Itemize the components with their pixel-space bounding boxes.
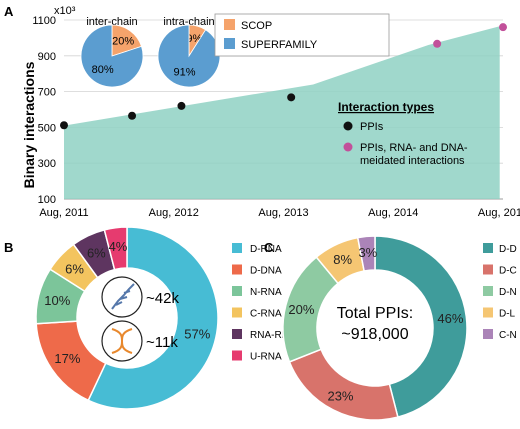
donut-c-slice-label: 46%: [437, 311, 463, 326]
panel-a-letter: A: [4, 4, 14, 19]
legend-c-label: D-C: [499, 266, 517, 277]
donut-c-slice: [374, 235, 468, 419]
donut-b-slice-label: 10%: [44, 293, 70, 308]
legend-c-swatch: [483, 286, 493, 296]
data-points: [60, 23, 507, 130]
donut-b-slice: [87, 226, 219, 410]
data-point: [499, 23, 507, 32]
data-point: [128, 111, 137, 120]
rna-count: ~42k: [146, 290, 179, 307]
legend-b-swatch: [232, 307, 242, 318]
total-ppis-value: ~918,000: [341, 326, 408, 343]
legend-c-label: D-D: [499, 244, 517, 255]
legend-b-swatch: [232, 329, 242, 339]
panel-b: B 57%17%10%6%6% 4% ~42k ~11k D-RNAD-DNAN-…: [4, 226, 296, 410]
inset-pie-label: 91%: [174, 66, 196, 78]
scop-swatch: [224, 19, 235, 30]
legend-c-label: C-N: [499, 330, 517, 341]
y-multiplier: x10³: [54, 5, 76, 17]
inset-pie-label: 20%: [112, 36, 134, 48]
legend-b-label: N-RNA: [250, 287, 282, 298]
donut-c-slice: [288, 348, 399, 421]
x-tick-label: Aug, 2011: [39, 207, 88, 219]
legend-b-label: RNA-RNA: [250, 330, 296, 341]
inset-legend-box: [214, 13, 390, 57]
x-tick-label: Aug, 2013: [258, 207, 308, 219]
donut-b-slice-label: 6%: [65, 261, 84, 276]
donut-c-slice-label: 3%: [358, 245, 377, 260]
superfamily-label: SUPERFAMILY: [241, 39, 318, 51]
ppi-rna-dna-marker: [343, 142, 353, 152]
legend-c-swatch: [483, 307, 493, 318]
donut-c-slice-label: 8%: [333, 252, 352, 267]
donut-c-slice-label: 20%: [288, 302, 314, 317]
y-tick-label: 700: [38, 87, 56, 99]
panel-c: C 46% 23% 20% 8% 3% Total PPIs: ~918,000 D-D…: [264, 235, 517, 421]
legend-b-swatch: [232, 243, 242, 253]
total-ppis-label: Total PPIs:: [337, 305, 413, 322]
panel-b-letter: B: [4, 240, 13, 255]
ppi-marker: [343, 121, 353, 131]
data-point: [287, 93, 296, 102]
center-icons: ~42k ~11k: [101, 276, 179, 362]
scop-label: SCOP: [241, 20, 272, 32]
inset-pie-title: inter-chain: [86, 16, 137, 28]
area-fill: [64, 26, 500, 199]
panel-c-letter: C: [264, 240, 274, 255]
data-point: [433, 39, 442, 48]
legend-title: Interaction types: [338, 100, 434, 114]
legend-c-swatch: [483, 264, 493, 275]
data-point: [60, 121, 68, 130]
donut-b: 57%17%10%6%6% 4%: [35, 226, 219, 410]
legend-b-label: U-RNA: [250, 352, 282, 363]
donut-b-slice-label: 57%: [184, 326, 210, 341]
legend-b-swatch: [232, 286, 242, 296]
legend-c-label: D-N: [499, 287, 517, 298]
legend-b-label: D-RNA: [250, 244, 282, 255]
dna-count: ~11k: [146, 334, 178, 351]
legend-ppis-rna-dna: PPIs, RNA- and DNA-meidated interactions: [360, 142, 468, 167]
legend-c-swatch: [483, 329, 493, 339]
legend-c-swatch: [483, 243, 493, 253]
legend-b: D-RNA D-DNA N-RNA C-RNA RNA-RNA U-RNA: [232, 243, 296, 363]
y-axis-label: Binary interactions: [21, 61, 37, 188]
donut-b-slice-label: 6%: [87, 246, 106, 261]
legend-b-label: D-DNA: [250, 266, 282, 277]
inset-pie-label: 80%: [92, 64, 114, 76]
legend-b-swatch: [232, 350, 242, 361]
inset-pie-slice: [80, 24, 144, 88]
donut-c: 46% 23% 20% 8% 3%: [282, 235, 468, 421]
legend-b-label: C-RNA: [250, 309, 282, 320]
x-tick-labels: Aug, 2011 Aug, 2012 Aug, 2013 Aug, 2014 Aug,…: [39, 207, 520, 219]
donut-b-slice-label: 4%: [109, 239, 128, 254]
donut-c-slice: [356, 235, 376, 272]
donut-b-slice: [103, 226, 128, 271]
y-tick-labels: 100 300 500 700 900 1100: [32, 15, 56, 206]
panel-a: A x10³ Binary interactions 100 300 500 700 9…: [4, 4, 520, 219]
y-tick-label: 100: [38, 194, 56, 206]
donut-c-slice-label: 23%: [327, 388, 353, 403]
superfamily-swatch: [224, 38, 235, 49]
donut-b-slice-label: 17%: [54, 351, 80, 366]
x-tick-label: Aug, 2015: [478, 207, 520, 219]
legend-c-label: D-L: [499, 309, 516, 320]
x-tick-label: Aug, 2012: [149, 207, 199, 219]
y-tick-label: 1100: [32, 15, 56, 27]
inset-legend: SCOP SUPERFAMILY: [214, 13, 390, 57]
interaction-types-legend: Interaction types PPIs PPIs, RNA- and DN…: [338, 100, 468, 167]
legend-c: D-D D-C D-N D-L C-N: [483, 243, 517, 341]
y-tick-label: 900: [38, 51, 56, 63]
data-point: [177, 101, 186, 110]
inset-pie-title: intra-chain: [163, 16, 214, 28]
y-tick-label: 500: [38, 122, 56, 134]
legend-b-swatch: [232, 264, 242, 275]
y-tick-label: 300: [38, 158, 56, 170]
legend-ppis: PPIs: [360, 121, 384, 133]
x-tick-label: Aug, 2014: [368, 207, 418, 219]
inset-pie-slice: [111, 24, 142, 57]
